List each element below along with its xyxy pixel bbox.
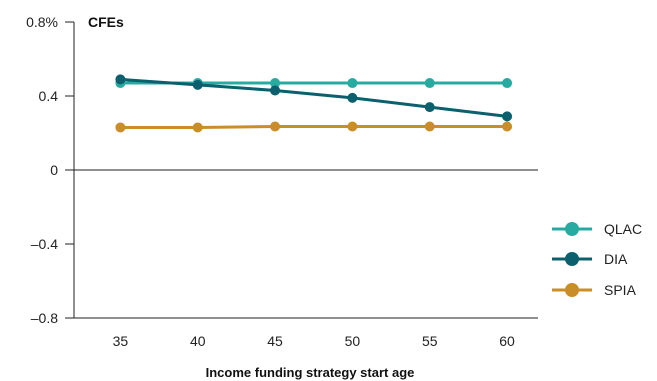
legend-label: SPIA (604, 282, 637, 298)
dia-point (115, 74, 125, 84)
spia-point (115, 122, 125, 132)
legend: QLAC DIA SPIA (552, 221, 642, 298)
series-spia (115, 122, 512, 133)
legend-item-qlac: QLAC (552, 221, 642, 237)
spia-point (193, 122, 203, 132)
dia-point (347, 93, 357, 103)
series-layer (115, 74, 512, 132)
qlac-point (425, 78, 435, 88)
legend-item-dia: DIA (552, 251, 628, 267)
legend-swatch-marker (565, 252, 579, 266)
dia-point (425, 102, 435, 112)
y-tick-label: –0.4 (31, 236, 58, 252)
x-tick-label: 55 (422, 333, 438, 349)
spia-point (347, 122, 357, 132)
y-tick-label: 0 (50, 162, 58, 178)
legend-label: QLAC (604, 221, 642, 237)
y-axis-ticks: 0.8% 0.4 0 –0.4 –0.8 (26, 14, 74, 326)
spia-point (425, 122, 435, 132)
x-tick-label: 40 (190, 333, 206, 349)
spia-point (270, 122, 280, 132)
dia-point (502, 111, 512, 121)
x-tick-label: 45 (267, 333, 283, 349)
chart-title: CFEs (88, 14, 124, 30)
x-axis-ticks: 35 40 45 50 55 60 (113, 333, 515, 349)
axes (74, 22, 538, 318)
legend-label: DIA (604, 251, 628, 267)
x-tick-label: 50 (345, 333, 361, 349)
y-tick-label: 0.8% (26, 14, 58, 30)
spia-point (502, 122, 512, 132)
dia-line (120, 79, 507, 116)
y-tick-label: –0.8 (31, 310, 58, 326)
x-tick-label: 60 (499, 333, 515, 349)
dia-point (193, 80, 203, 90)
qlac-point (502, 78, 512, 88)
series-dia (115, 74, 512, 121)
spia-line (120, 127, 507, 128)
qlac-point (347, 78, 357, 88)
y-tick-label: 0.4 (39, 88, 59, 104)
x-tick-label: 35 (113, 333, 129, 349)
legend-swatch-marker (565, 222, 579, 236)
dia-point (270, 85, 280, 95)
legend-item-spia: SPIA (552, 282, 637, 298)
x-axis-title: Income funding strategy start age (206, 365, 415, 380)
legend-swatch-marker (565, 283, 579, 297)
